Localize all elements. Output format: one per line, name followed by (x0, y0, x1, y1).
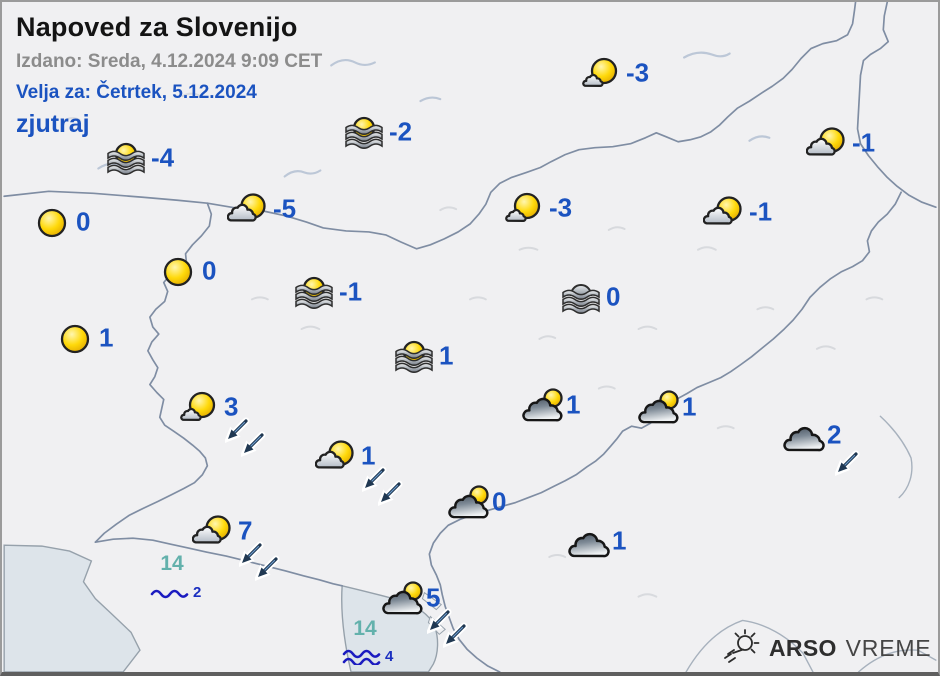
temperature-label: -3 (626, 57, 650, 88)
weather-station: -2 (343, 115, 412, 151)
weather-station: 1 (566, 524, 626, 560)
weather-station: 5 (380, 581, 468, 648)
sun-cloud-icon (226, 193, 266, 222)
brand-product: VREME (845, 634, 932, 661)
weather-station: -1 (293, 275, 362, 311)
sea-state-value: 2 (193, 584, 202, 601)
valid-line: Velja za: Četrtek, 5.12.2024 (16, 81, 257, 103)
wind-arrow-icon (241, 431, 266, 457)
weather-station: 0 (446, 485, 506, 521)
sun-icon (60, 324, 90, 354)
weather-station: 0 (560, 280, 620, 316)
cloud-icon (783, 426, 825, 452)
temperature-label: -1 (339, 276, 363, 307)
wave-icon (342, 649, 381, 665)
temperature-label: 7 (238, 515, 253, 546)
temperature-label: -2 (389, 116, 413, 147)
period-label: zjutraj (16, 109, 90, 138)
page-title: Napoved za Slovenijo (16, 12, 298, 42)
cloud-sun-icon (448, 485, 489, 519)
temperature-label: 0 (606, 281, 621, 312)
fog-sun-icon (395, 340, 433, 373)
wind-arrow-icon (362, 466, 387, 492)
fog-sun-icon (345, 116, 383, 149)
weather-station: 1 (636, 390, 696, 426)
fog-icon (562, 284, 600, 314)
sun-small-cloud-icon (582, 57, 618, 87)
sun-small-cloud-icon (180, 391, 216, 421)
temperature-label: -4 (151, 142, 175, 173)
cloud-icon (568, 532, 610, 558)
weather-doodle-icon (724, 629, 760, 663)
terrain-texture (62, 92, 884, 598)
weather-station: -3 (580, 56, 649, 92)
weather-station: -1 (702, 195, 772, 231)
weather-station: 1 (314, 439, 403, 506)
temperature-label: 1 (99, 322, 114, 353)
temperature-label: -1 (749, 196, 773, 227)
temperature-label: 0 (492, 486, 507, 517)
weather-station: 1 (393, 339, 453, 375)
sea-temperature-label: 14 (353, 617, 377, 640)
wind-arrow-icon (443, 622, 468, 648)
weather-station: 0 (30, 205, 90, 241)
weather-station: 3 (178, 390, 266, 457)
fog-sun-icon (107, 142, 145, 175)
sun-icon (163, 257, 193, 287)
sun-small-cloud-icon (505, 192, 541, 222)
cloud-sun-icon (382, 581, 423, 615)
weather-station: 1 (53, 321, 113, 357)
temperature-label: -1 (852, 127, 876, 158)
sun-cloud-icon (191, 515, 231, 544)
weather-station: -5 (226, 192, 296, 228)
sea-state-value: 4 (385, 647, 394, 665)
temperature-label: 1 (361, 440, 376, 471)
wind-arrow-icon (225, 417, 250, 443)
temperature-label: -3 (549, 192, 573, 223)
country-borders (3, 2, 937, 672)
issued-line: Izdano: Sreda, 4.12.2024 9:09 CET (16, 51, 323, 73)
temperature-label: -5 (273, 193, 297, 224)
temperature-label: 1 (612, 525, 627, 556)
sea-temperature-label: 14 (160, 552, 184, 575)
fog-sun-icon (295, 276, 333, 309)
wind-arrow-icon (427, 608, 452, 634)
sea-state-marker: 2 (150, 584, 201, 601)
temperature-label: 1 (566, 389, 581, 420)
temperature-label: 1 (682, 391, 697, 422)
temperature-label: 1 (439, 340, 454, 371)
sun-cloud-icon (702, 196, 742, 225)
brand-agency: ARSO (769, 634, 837, 661)
temperature-label: 2 (827, 419, 842, 450)
weather-station: 1 (520, 388, 580, 424)
weather-station: -3 (503, 191, 572, 227)
header: Napoved za Slovenijo Izdano: Sreda, 4.12… (16, 12, 322, 138)
temperature-label: 0 (76, 206, 91, 237)
wind-arrow-icon (378, 480, 403, 506)
temperature-label: 0 (202, 255, 217, 286)
weather-station: 7 (191, 514, 280, 581)
sea-state-marker: 4 (342, 647, 393, 665)
weather-station: 0 (156, 254, 216, 290)
weather-station: 2 (781, 418, 860, 476)
cloud-sun-icon (638, 390, 679, 424)
weather-station: -4 (105, 141, 174, 177)
sun-cloud-icon (314, 440, 354, 469)
temperature-label: 3 (224, 391, 239, 422)
wind-arrow-icon (835, 450, 860, 476)
sun-cloud-icon (805, 127, 845, 156)
weather-station: -1 (805, 126, 875, 162)
cloud-sun-icon (522, 388, 563, 422)
wind-arrow-icon (255, 555, 280, 581)
arso-vreme-logo: ARSO VREME (720, 628, 931, 668)
wind-arrow-icon (239, 541, 264, 567)
croatia-coast-lines (685, 415, 937, 672)
sun-icon (37, 208, 67, 238)
wave-icon (150, 589, 189, 598)
temperature-label: 5 (426, 582, 441, 613)
